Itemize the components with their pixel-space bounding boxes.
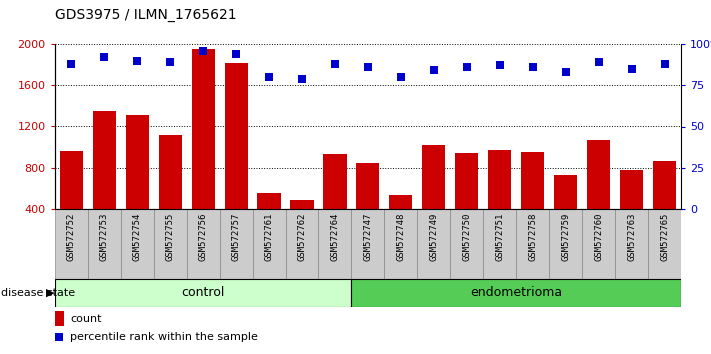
Bar: [257, 193, 281, 250]
Text: GSM572755: GSM572755: [166, 212, 175, 261]
Bar: [291, 200, 314, 250]
Bar: [351, 279, 681, 307]
Bar: [653, 160, 676, 250]
Text: GSM572753: GSM572753: [100, 212, 109, 261]
Point: [560, 69, 572, 75]
Bar: [483, 209, 516, 279]
Point: [593, 59, 604, 65]
Text: GSM572765: GSM572765: [660, 212, 669, 261]
Text: GSM572747: GSM572747: [363, 212, 373, 261]
Bar: [450, 209, 483, 279]
Text: endometrioma: endometrioma: [470, 286, 562, 299]
Bar: [648, 209, 681, 279]
Text: GSM572756: GSM572756: [198, 212, 208, 261]
Text: GSM572764: GSM572764: [331, 212, 339, 261]
Point: [198, 48, 209, 53]
Point: [99, 55, 110, 60]
Text: GSM572752: GSM572752: [67, 212, 76, 261]
Bar: [60, 151, 82, 250]
Text: control: control: [181, 286, 225, 299]
Bar: [356, 162, 380, 250]
Text: GSM572762: GSM572762: [297, 212, 306, 261]
Point: [263, 74, 274, 80]
Bar: [55, 311, 64, 326]
Bar: [516, 209, 550, 279]
Bar: [422, 145, 445, 250]
Point: [164, 59, 176, 65]
Bar: [154, 209, 186, 279]
Point: [329, 61, 341, 67]
Point: [626, 66, 637, 72]
Text: GSM572760: GSM572760: [594, 212, 603, 261]
Bar: [615, 209, 648, 279]
Point: [230, 51, 242, 57]
Bar: [55, 209, 87, 279]
Bar: [191, 49, 215, 250]
Text: GSM572759: GSM572759: [561, 212, 570, 261]
Bar: [121, 209, 154, 279]
Text: ▶: ▶: [46, 288, 55, 298]
Bar: [186, 209, 220, 279]
Text: GSM572748: GSM572748: [397, 212, 405, 261]
Point: [362, 64, 374, 70]
Bar: [351, 209, 385, 279]
Bar: [417, 209, 450, 279]
Text: GSM572757: GSM572757: [232, 212, 240, 261]
Bar: [390, 195, 412, 250]
Bar: [87, 209, 121, 279]
Text: count: count: [70, 314, 102, 324]
Point: [132, 58, 143, 63]
Text: GSM572761: GSM572761: [264, 212, 274, 261]
Text: GSM572751: GSM572751: [496, 212, 504, 261]
Text: GSM572749: GSM572749: [429, 212, 439, 261]
Bar: [455, 153, 479, 250]
Point: [65, 61, 77, 67]
Bar: [92, 111, 116, 250]
Text: GSM572750: GSM572750: [462, 212, 471, 261]
Bar: [220, 209, 252, 279]
Bar: [126, 115, 149, 250]
Point: [461, 64, 473, 70]
Point: [428, 68, 439, 73]
Bar: [488, 150, 511, 250]
Bar: [550, 209, 582, 279]
Bar: [55, 279, 351, 307]
Bar: [385, 209, 417, 279]
Text: GSM572763: GSM572763: [627, 212, 636, 261]
Bar: [324, 154, 346, 250]
Text: GSM572754: GSM572754: [133, 212, 141, 261]
Bar: [252, 209, 286, 279]
Bar: [159, 135, 182, 250]
Bar: [620, 170, 643, 250]
Bar: [521, 152, 545, 250]
Text: disease state: disease state: [1, 288, 75, 298]
Point: [54, 335, 65, 340]
Point: [659, 61, 670, 67]
Text: GDS3975 / ILMN_1765621: GDS3975 / ILMN_1765621: [55, 8, 236, 22]
Bar: [587, 140, 610, 250]
Bar: [554, 175, 577, 250]
Bar: [225, 63, 247, 250]
Bar: [582, 209, 615, 279]
Point: [296, 76, 308, 81]
Point: [527, 64, 538, 70]
Bar: [319, 209, 351, 279]
Text: percentile rank within the sample: percentile rank within the sample: [70, 332, 258, 342]
Point: [395, 74, 407, 80]
Text: GSM572758: GSM572758: [528, 212, 538, 261]
Bar: [286, 209, 319, 279]
Point: [494, 63, 506, 68]
